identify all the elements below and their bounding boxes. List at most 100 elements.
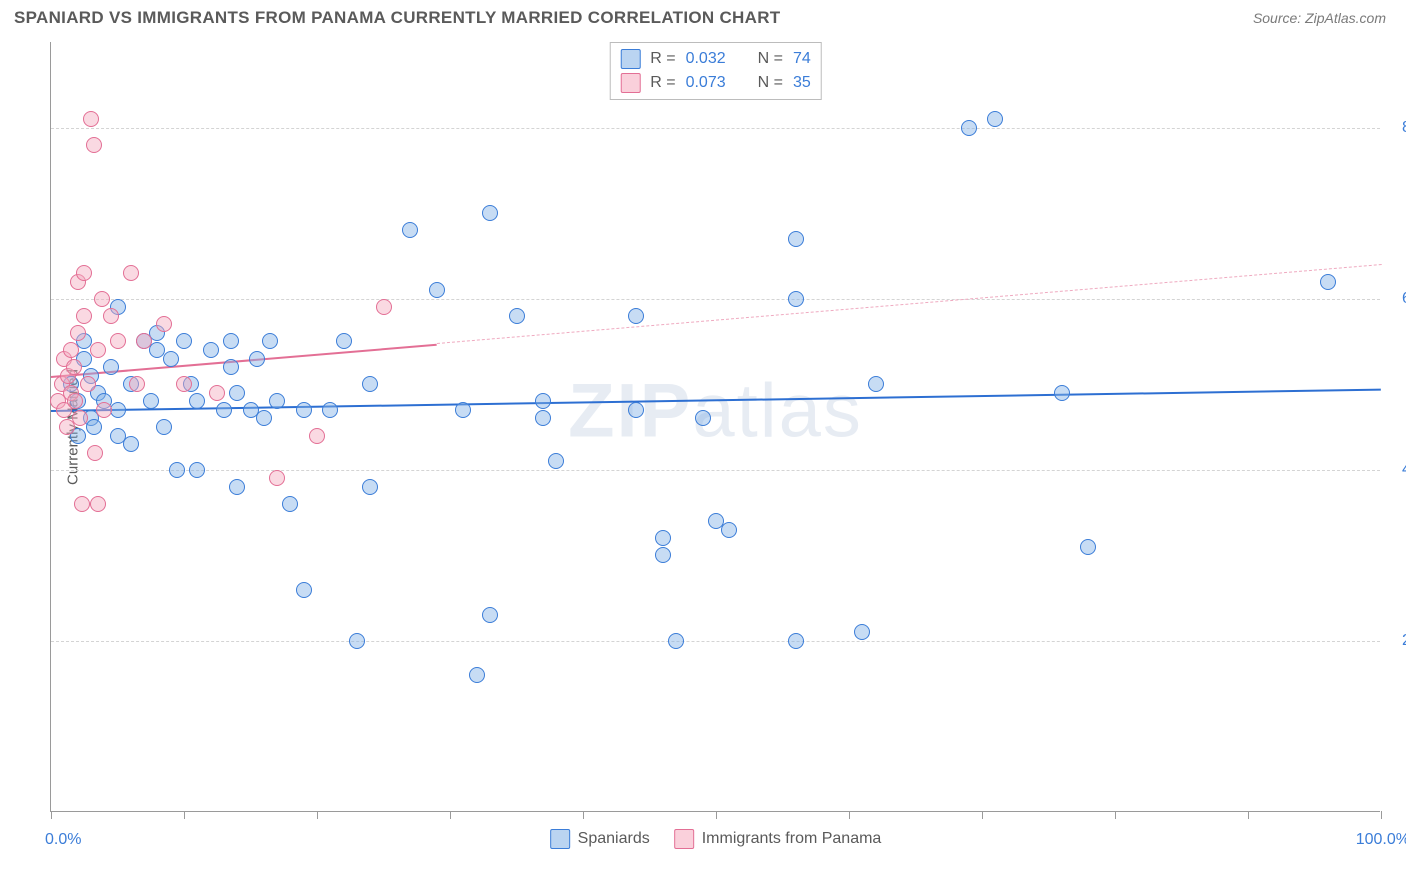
y-tick-label: 40.0%: [1384, 461, 1406, 479]
data-point: [854, 624, 870, 640]
data-point: [96, 402, 112, 418]
data-point: [429, 282, 445, 298]
data-point: [987, 111, 1003, 127]
data-point: [1320, 274, 1336, 290]
data-point: [209, 385, 225, 401]
stat-r-label: R =: [650, 74, 675, 92]
data-point: [402, 222, 418, 238]
y-tick-label: 80.0%: [1384, 119, 1406, 137]
data-point: [1080, 539, 1096, 555]
stat-n-label: N =: [758, 50, 783, 68]
x-axis-label-max: 100.0%: [1356, 831, 1406, 849]
series-swatch: [620, 49, 640, 69]
data-point: [76, 308, 92, 324]
trendline-extrapolation: [437, 264, 1381, 344]
x-tick: [716, 811, 717, 819]
gridline-h: [51, 128, 1380, 129]
data-point: [86, 137, 102, 153]
legend-item: Spaniards: [550, 829, 650, 849]
data-point: [156, 419, 172, 435]
gridline-h: [51, 470, 1380, 471]
data-point: [269, 470, 285, 486]
data-point: [469, 667, 485, 683]
data-point: [123, 436, 139, 452]
stats-legend-box: R =0.032N =74R =0.073N =35: [609, 42, 822, 100]
data-point: [176, 333, 192, 349]
x-tick: [849, 811, 850, 819]
x-tick: [1248, 811, 1249, 819]
data-point: [788, 291, 804, 307]
data-point: [349, 633, 365, 649]
chart-header: SPANIARD VS IMMIGRANTS FROM PANAMA CURRE…: [0, 0, 1406, 32]
stat-r-value: 0.073: [686, 74, 726, 92]
data-point: [129, 376, 145, 392]
data-point: [282, 496, 298, 512]
chart-container: Currently Married ZIPatlas R =0.032N =74…: [0, 32, 1406, 852]
data-point: [249, 351, 265, 367]
data-point: [788, 633, 804, 649]
data-point: [156, 316, 172, 332]
data-point: [628, 402, 644, 418]
data-point: [362, 376, 378, 392]
data-point: [482, 205, 498, 221]
legend-label: Immigrants from Panama: [702, 830, 882, 848]
data-point: [70, 325, 86, 341]
x-tick: [51, 811, 52, 819]
plot-area: Currently Married ZIPatlas R =0.032N =74…: [50, 42, 1380, 812]
data-point: [229, 385, 245, 401]
data-point: [721, 522, 737, 538]
data-point: [143, 393, 159, 409]
data-point: [548, 453, 564, 469]
x-tick: [450, 811, 451, 819]
data-point: [176, 376, 192, 392]
x-tick: [317, 811, 318, 819]
gridline-h: [51, 641, 1380, 642]
data-point: [94, 291, 110, 307]
data-point: [655, 547, 671, 563]
data-point: [1054, 385, 1070, 401]
data-point: [223, 333, 239, 349]
data-point: [203, 342, 219, 358]
data-point: [189, 462, 205, 478]
data-point: [362, 479, 378, 495]
data-point: [90, 496, 106, 512]
stat-r-value: 0.032: [686, 50, 726, 68]
data-point: [269, 393, 285, 409]
data-point: [67, 393, 83, 409]
watermark: ZIPatlas: [568, 368, 863, 455]
stat-r-label: R =: [650, 50, 675, 68]
data-point: [74, 496, 90, 512]
data-point: [336, 333, 352, 349]
legend-swatch: [674, 829, 694, 849]
x-tick: [1381, 811, 1382, 819]
stat-n-value: 74: [793, 50, 811, 68]
legend-label: Spaniards: [578, 830, 650, 848]
chart-title: SPANIARD VS IMMIGRANTS FROM PANAMA CURRE…: [14, 8, 780, 28]
data-point: [66, 359, 82, 375]
data-point: [103, 308, 119, 324]
data-point: [868, 376, 884, 392]
data-point: [309, 428, 325, 444]
x-tick: [184, 811, 185, 819]
stats-row: R = 0.032 N = 74: [620, 47, 811, 71]
data-point: [535, 410, 551, 426]
data-point: [76, 265, 92, 281]
chart-source: Source: ZipAtlas.com: [1253, 10, 1386, 26]
data-point: [655, 530, 671, 546]
data-point: [695, 410, 711, 426]
data-point: [296, 402, 312, 418]
data-point: [136, 333, 152, 349]
x-axis-label-min: 0.0%: [45, 831, 81, 849]
data-point: [961, 120, 977, 136]
data-point: [482, 607, 498, 623]
stat-n-label: N =: [758, 74, 783, 92]
data-point: [72, 410, 88, 426]
data-point: [262, 333, 278, 349]
data-point: [322, 402, 338, 418]
data-point: [80, 376, 96, 392]
stats-row: R =0.073N =35: [620, 71, 811, 95]
x-tick: [583, 811, 584, 819]
gridline-h: [51, 299, 1380, 300]
data-point: [296, 582, 312, 598]
x-tick: [982, 811, 983, 819]
